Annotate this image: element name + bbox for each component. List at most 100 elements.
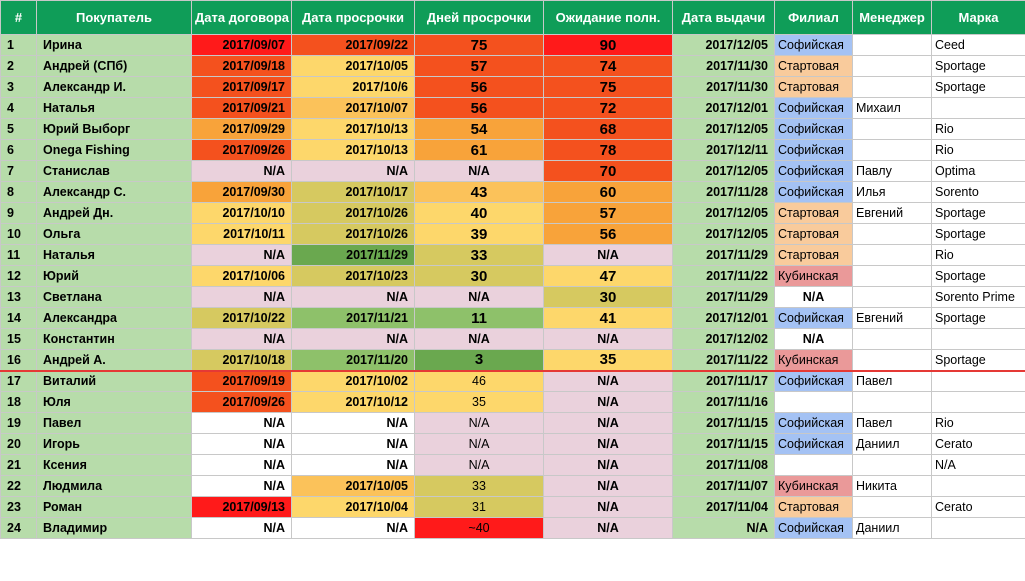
cell-contract[interactable]: 2017/09/21 <box>191 97 292 119</box>
cell-overdue-date[interactable]: 2017/11/21 <box>291 307 415 329</box>
table-row[interactable]: 11 Наталья N/A 2017/11/29 33 N/A 2017/11/29 Ста… <box>0 244 1025 266</box>
table-row[interactable]: 12 Юрий 2017/10/06 2017/10/23 30 47 2017/11/22… <box>0 265 1025 287</box>
cell-n[interactable]: 21 <box>0 454 37 476</box>
table-row[interactable]: 19 Павел N/A N/A N/A N/A 2017/11/15 Софийская Па… <box>0 412 1025 434</box>
cell-overdue-date[interactable]: 2017/11/20 <box>291 349 415 372</box>
cell-overdue-days[interactable]: 33 <box>414 475 544 497</box>
col-header-issue-date[interactable]: Дата выдачи <box>672 0 775 35</box>
cell-manager[interactable] <box>852 76 932 98</box>
cell-brand[interactable] <box>931 475 1025 497</box>
cell-name[interactable]: Наталья <box>36 97 192 119</box>
cell-overdue-date[interactable]: 2017/10/26 <box>291 223 415 245</box>
cell-manager[interactable]: Павел <box>852 412 932 434</box>
cell-name[interactable]: Александра <box>36 307 192 329</box>
table-row[interactable]: 23 Роман 2017/09/13 2017/10/04 31 N/A 2017/11/… <box>0 496 1025 518</box>
cell-overdue-days[interactable]: 57 <box>414 55 544 77</box>
cell-wait[interactable]: 56 <box>543 223 673 245</box>
cell-contract[interactable]: 2017/09/18 <box>191 55 292 77</box>
cell-contract[interactable]: 2017/09/17 <box>191 76 292 98</box>
cell-branch[interactable]: Софийская <box>774 34 853 56</box>
cell-issue[interactable]: 2017/11/15 <box>672 412 775 434</box>
cell-brand[interactable] <box>931 391 1025 413</box>
cell-contract[interactable]: 2017/10/11 <box>191 223 292 245</box>
cell-contract[interactable]: 2017/10/18 <box>191 349 292 372</box>
cell-overdue-date[interactable]: N/A <box>291 328 415 350</box>
cell-contract[interactable]: 2017/09/26 <box>191 391 292 413</box>
cell-issue[interactable]: 2017/11/15 <box>672 433 775 455</box>
cell-name[interactable]: Юрий <box>36 265 192 287</box>
cell-name[interactable]: Людмила <box>36 475 192 497</box>
cell-wait[interactable]: 35 <box>543 349 673 372</box>
cell-overdue-date[interactable]: N/A <box>291 517 415 539</box>
cell-overdue-date[interactable]: 2017/10/23 <box>291 265 415 287</box>
col-header-brand[interactable]: Марка <box>931 0 1025 35</box>
cell-manager[interactable] <box>852 496 932 518</box>
cell-manager[interactable] <box>852 244 932 266</box>
cell-branch[interactable]: Софийская <box>774 307 853 329</box>
cell-issue[interactable]: 2017/12/01 <box>672 307 775 329</box>
cell-manager[interactable]: Евгений <box>852 307 932 329</box>
cell-brand[interactable]: Sportage <box>931 223 1025 245</box>
cell-n[interactable]: 15 <box>0 328 37 350</box>
cell-brand[interactable]: Rio <box>931 244 1025 266</box>
cell-n[interactable]: 20 <box>0 433 37 455</box>
table-row[interactable]: 17 Виталий 2017/09/19 2017/10/02 46 N/A 2017/1… <box>0 370 1025 392</box>
cell-brand[interactable]: Sportage <box>931 349 1025 372</box>
cell-name[interactable]: Александр С. <box>36 181 192 203</box>
cell-wait[interactable]: N/A <box>543 517 673 539</box>
cell-contract[interactable]: 2017/09/30 <box>191 181 292 203</box>
cell-overdue-days[interactable]: 11 <box>414 307 544 329</box>
cell-name[interactable]: Владимир <box>36 517 192 539</box>
cell-brand[interactable]: Cerato <box>931 496 1025 518</box>
col-header-branch[interactable]: Филиал <box>774 0 853 35</box>
cell-contract[interactable]: 2017/09/13 <box>191 496 292 518</box>
cell-name[interactable]: Игорь <box>36 433 192 455</box>
cell-n[interactable]: 10 <box>0 223 37 245</box>
cell-overdue-days[interactable]: 43 <box>414 181 544 203</box>
cell-issue[interactable]: 2017/12/11 <box>672 139 775 161</box>
col-header-overdue-date[interactable]: Дата просрочки <box>291 0 415 35</box>
cell-manager[interactable]: Даниил <box>852 517 932 539</box>
cell-issue[interactable]: 2017/12/05 <box>672 202 775 224</box>
cell-name[interactable]: Виталий <box>36 370 192 392</box>
cell-contract[interactable]: 2017/10/22 <box>191 307 292 329</box>
cell-wait[interactable]: 78 <box>543 139 673 161</box>
cell-overdue-days[interactable]: 54 <box>414 118 544 140</box>
cell-n[interactable]: 2 <box>0 55 37 77</box>
cell-name[interactable]: Станислав <box>36 160 192 182</box>
cell-issue[interactable]: 2017/11/17 <box>672 370 775 392</box>
cell-overdue-date[interactable]: 2017/10/05 <box>291 475 415 497</box>
cell-branch[interactable]: Софийская <box>774 181 853 203</box>
cell-contract[interactable]: N/A <box>191 328 292 350</box>
cell-overdue-date[interactable]: 2017/10/17 <box>291 181 415 203</box>
cell-manager[interactable] <box>852 55 932 77</box>
cell-branch[interactable]: N/A <box>774 286 853 308</box>
cell-branch[interactable]: Софийская <box>774 139 853 161</box>
cell-overdue-days[interactable]: 39 <box>414 223 544 245</box>
cell-branch[interactable]: Стартовая <box>774 223 853 245</box>
cell-branch[interactable] <box>774 454 853 476</box>
cell-overdue-days[interactable]: 33 <box>414 244 544 266</box>
cell-contract[interactable]: 2017/09/29 <box>191 118 292 140</box>
cell-name[interactable]: Александр И. <box>36 76 192 98</box>
cell-overdue-days[interactable]: 61 <box>414 139 544 161</box>
cell-contract[interactable]: N/A <box>191 286 292 308</box>
cell-brand[interactable]: Cerato <box>931 433 1025 455</box>
cell-branch[interactable]: Стартовая <box>774 496 853 518</box>
cell-branch[interactable]: Стартовая <box>774 55 853 77</box>
cell-overdue-date[interactable]: 2017/10/05 <box>291 55 415 77</box>
cell-overdue-days[interactable]: N/A <box>414 454 544 476</box>
cell-overdue-date[interactable]: N/A <box>291 160 415 182</box>
cell-overdue-date[interactable]: 2017/10/13 <box>291 139 415 161</box>
cell-name[interactable]: Юрий Выборг <box>36 118 192 140</box>
cell-brand[interactable] <box>931 328 1025 350</box>
cell-wait[interactable]: N/A <box>543 454 673 476</box>
cell-wait[interactable]: N/A <box>543 433 673 455</box>
table-row[interactable]: 21 Ксения N/A N/A N/A N/A 2017/11/08 N/A <box>0 454 1025 476</box>
cell-brand[interactable] <box>931 370 1025 392</box>
cell-wait[interactable]: N/A <box>543 475 673 497</box>
cell-branch[interactable]: Стартовая <box>774 202 853 224</box>
cell-branch[interactable]: Стартовая <box>774 244 853 266</box>
cell-manager[interactable] <box>852 391 932 413</box>
cell-n[interactable]: 22 <box>0 475 37 497</box>
